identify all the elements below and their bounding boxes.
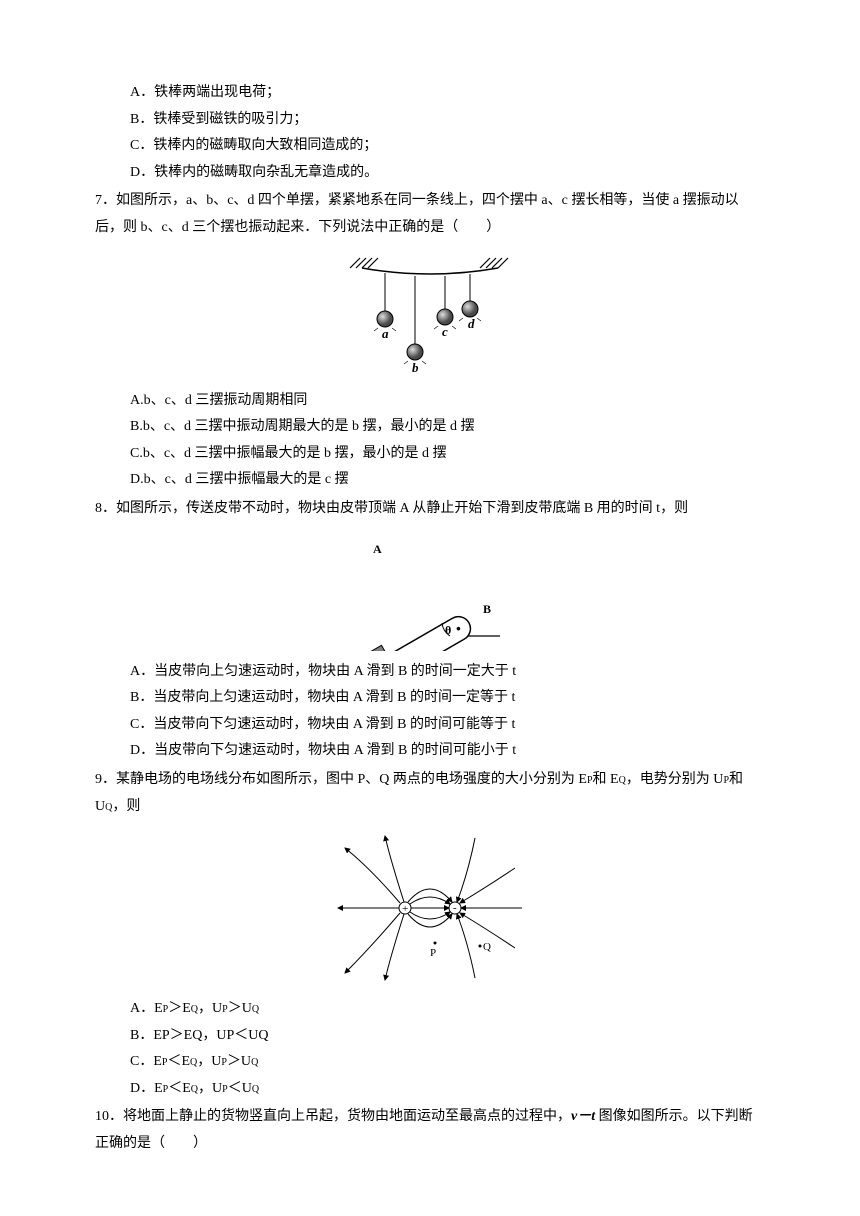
- q6-option-b: B．铁棒受到磁铁的吸引力；: [95, 107, 765, 134]
- q9-stem: 9．某静电场的电场线分布如图所示，图中 P、Q 两点的电场强度的大小分别为 EP…: [95, 767, 765, 820]
- q9-figure: + - P Q: [95, 828, 765, 988]
- q9-option-a: A．EP＞EQ，UP＞UQ: [95, 996, 765, 1023]
- q9-minus-icon: -: [453, 902, 457, 914]
- q7-label-c: c: [442, 324, 448, 339]
- q9-label-p: P: [430, 947, 436, 959]
- q7-label-a: a: [382, 326, 389, 341]
- q7-figure: a b c d: [95, 250, 765, 380]
- q8-label-theta: θ: [445, 623, 451, 637]
- q7-label-d: d: [468, 316, 475, 331]
- q10-stem: 10．将地面上静止的货物竖直向上吊起，货物由地面运动至最高点的过程中，v－t 图…: [95, 1104, 765, 1157]
- q8-stem: 8．如图所示，传送皮带不动时，物块由皮带顶端 A 从静止开始下滑到皮带底端 B …: [95, 496, 765, 523]
- q9-option-d: D．EP＜EQ，UP＜UQ: [95, 1076, 765, 1103]
- q9-option-b: B．EP＞EQ，UP＜UQ: [95, 1023, 765, 1050]
- q8-option-a: A．当皮带向上匀速运动时，物块由 A 滑到 B 的时间一定大于 t: [95, 659, 765, 686]
- q8-label-b: B: [483, 602, 491, 616]
- q8-figure: A B θ: [95, 531, 765, 651]
- q8-option-c: C．当皮带向下匀速运动时，物块由 A 滑到 B 的时间可能等于 t: [95, 712, 765, 739]
- q7-option-a: A.b、c、d 三摆振动周期相同: [95, 388, 765, 415]
- q9-option-c: C．EP＜EQ，UP＞UQ: [95, 1049, 765, 1076]
- q7-stem: 7．如图所示，a、b、c、d 四个单摆，紧紧地系在同一条线上，四个摆中 a、c …: [95, 188, 765, 241]
- q8-option-d: D．当皮带向下匀速运动时，物块由 A 滑到 B 的时间可能小于 t: [95, 738, 765, 765]
- q7-option-c: C.b、c、d 三摆中振幅最大的是 b 摆，最小的是 d 摆: [95, 441, 765, 468]
- q6-option-d: D．铁棒内的磁畴取向杂乱无章造成的。: [95, 160, 765, 187]
- q7-label-b: b: [412, 360, 419, 375]
- q8-label-a: A: [373, 542, 382, 556]
- q6-option-a: A．铁棒两端出现电荷；: [95, 80, 765, 107]
- q6-option-c: C．铁棒内的磁畴取向大致相同造成的；: [95, 133, 765, 160]
- q7-option-d: D.b、c、d 三摆中振幅最大的是 c 摆: [95, 467, 765, 494]
- q7-option-b: B.b、c、d 三摆中振动周期最大的是 b 摆，最小的是 d 摆: [95, 414, 765, 441]
- q9-plus-icon: +: [402, 903, 408, 915]
- q8-option-b: B．当皮带向上匀速运动时，物块由 A 滑到 B 的时间一定等于 t: [95, 685, 765, 712]
- q9-label-q: Q: [483, 941, 491, 953]
